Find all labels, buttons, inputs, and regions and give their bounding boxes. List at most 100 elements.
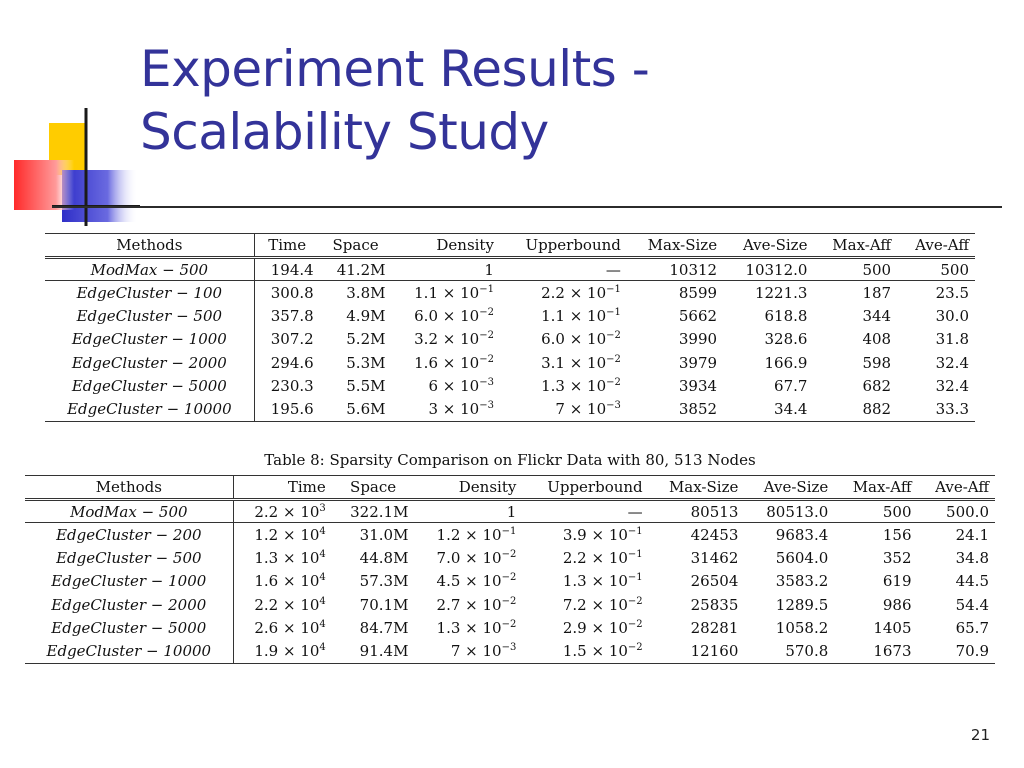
cell-time: 2.2 × 104 — [254, 595, 326, 614]
cell-max-aff: 187 — [862, 283, 892, 302]
table-header-row: Methods Time Space Density Upperbound Ma… — [45, 233, 975, 259]
column-header-density: Density — [391, 233, 500, 259]
cell-density: 6 × 10−3 — [428, 377, 494, 396]
cell-ave-size: 1289.5 — [775, 595, 829, 614]
table-row: EdgeCluster − 5000 2.6 × 104 84.7M 1.3 ×… — [25, 616, 995, 640]
table-row: ModMax − 500 194.4 41.2M 1 — 10312 10312… — [45, 257, 975, 282]
cell-ave-aff: 24.1 — [955, 525, 989, 544]
cell-ave-aff: 70.9 — [917, 639, 995, 664]
cell-max-aff: 500 — [834, 499, 918, 524]
cell-max-aff: 1673 — [834, 639, 918, 664]
column-header-methods: Methods — [25, 475, 234, 501]
cell-ave-size: 328.6 — [764, 330, 808, 349]
scalability-table-1: Methods Time Space Density Upperbound Ma… — [45, 233, 975, 422]
cell-method: EdgeCluster − 10000 — [45, 397, 255, 422]
cell-ave-size: 67.7 — [774, 377, 808, 396]
cell-method: EdgeCluster − 5000 — [45, 374, 255, 398]
column-header-ave-size: Ave-Size — [744, 475, 835, 501]
cell-ave-aff: 32.4 — [935, 353, 969, 372]
cell-space: 91.4M — [331, 639, 415, 664]
cell-ave-aff: 500.0 — [917, 499, 995, 524]
slide-title: Experiment Results - Scalability Study — [140, 38, 1000, 164]
column-header-max-size: Max-Size — [648, 475, 745, 501]
cell-upperbound: 2.9 × 10−2 — [562, 619, 643, 638]
cell-time: 195.6 — [254, 397, 320, 422]
page-number: 21 — [970, 726, 990, 744]
cell-density: 3 × 10−3 — [391, 397, 500, 422]
column-header-time: Time — [254, 233, 320, 259]
cell-max-aff: 1405 — [873, 619, 912, 638]
table-row: EdgeCluster − 2000 2.2 × 104 70.1M 2.7 ×… — [25, 593, 995, 617]
cell-density: 2.7 × 10−2 — [436, 595, 517, 614]
column-header-ave-aff: Ave-Aff — [897, 233, 975, 259]
cell-max-size: 3990 — [678, 330, 718, 349]
cell-ave-size: 9683.4 — [775, 525, 829, 544]
cell-ave-size: 10312.0 — [723, 257, 814, 282]
cell-ave-aff: 34.8 — [955, 548, 989, 567]
column-header-max-aff: Max-Aff — [834, 475, 918, 501]
cell-upperbound: 6.0 × 10−2 — [541, 330, 621, 349]
cell-space: 84.7M — [359, 619, 409, 638]
column-header-max-size: Max-Size — [626, 233, 724, 259]
cell-method: ModMax − 500 — [25, 499, 234, 524]
cell-ave-size: 1221.3 — [754, 283, 808, 302]
cell-ave-size: 3583.2 — [775, 572, 829, 591]
cell-density: 1 — [391, 257, 500, 282]
cell-method: EdgeCluster − 200 — [25, 522, 234, 547]
cell-upperbound: 2.2 × 10−1 — [562, 548, 643, 567]
table-caption: Table 8: Sparsity Comparison on Flickr D… — [264, 451, 756, 469]
cell-time: 357.8 — [270, 306, 314, 325]
table-row: EdgeCluster − 100 300.8 3.8M 1.1 × 10−1 … — [45, 280, 975, 305]
cell-space: 41.2M — [319, 257, 392, 282]
cell-max-aff: 344 — [862, 306, 892, 325]
cell-max-size: 42453 — [690, 525, 739, 544]
table-row: EdgeCluster − 10000 195.6 5.6M 3 × 10−3 … — [45, 397, 975, 422]
cell-method: EdgeCluster − 2000 — [45, 351, 255, 375]
cell-max-size: 10312 — [626, 257, 724, 282]
cell-ave-size: 5604.0 — [775, 548, 829, 567]
cell-max-size: 8599 — [678, 283, 718, 302]
cell-density: 1.3 × 10−2 — [436, 619, 517, 638]
cell-time: 1.2 × 104 — [254, 525, 326, 544]
column-header-time: Time — [233, 475, 332, 501]
cell-density: 1.1 × 10−1 — [414, 283, 494, 302]
cell-space: 57.3M — [359, 572, 409, 591]
cell-ave-aff: 65.7 — [955, 619, 989, 638]
cell-upperbound: — — [499, 257, 627, 282]
cell-method: EdgeCluster − 500 — [25, 546, 234, 570]
cell-ave-aff: 33.3 — [897, 397, 975, 422]
cell-ave-aff: 54.4 — [955, 595, 989, 614]
cell-method: EdgeCluster − 10000 — [25, 639, 234, 664]
table-row: EdgeCluster − 500 357.8 4.9M 6.0 × 10−2 … — [45, 304, 975, 328]
cell-method: EdgeCluster − 100 — [45, 280, 255, 305]
cell-max-size: 80513 — [648, 499, 745, 524]
cell-method: ModMax − 500 — [45, 257, 255, 282]
cell-ave-aff: 500 — [897, 257, 975, 282]
cell-max-aff: 352 — [882, 548, 912, 567]
cell-max-aff: 156 — [882, 525, 912, 544]
cell-method: EdgeCluster − 2000 — [25, 593, 234, 617]
cell-density: 4.5 × 10−2 — [436, 572, 517, 591]
cell-time: 1.3 × 104 — [254, 548, 326, 567]
table-row: EdgeCluster − 1000 307.2 5.2M 3.2 × 10−2… — [45, 327, 975, 352]
cell-time: 194.4 — [254, 257, 320, 282]
deco-red-bar — [14, 160, 74, 210]
table-row: ModMax − 500 2.2 × 103 322.1M 1 — 80513 … — [25, 499, 995, 524]
cell-max-size: 3852 — [626, 397, 724, 422]
cell-ave-aff: 32.4 — [935, 377, 969, 396]
cell-upperbound: 3.9 × 10−1 — [562, 525, 643, 544]
cell-max-aff: 986 — [882, 595, 912, 614]
cell-time: 300.8 — [270, 283, 314, 302]
scalability-table-2: Methods Time Space Density Upperbound Ma… — [25, 475, 995, 664]
cell-max-aff: 619 — [882, 572, 912, 591]
column-header-upperbound: Upperbound — [522, 475, 649, 501]
cell-ave-aff: 30.0 — [935, 306, 969, 325]
cell-upperbound: 1.3 × 10−1 — [562, 572, 643, 591]
slide-title-line-1: Experiment Results - — [140, 40, 650, 98]
cell-max-aff: 408 — [862, 330, 892, 349]
table-row: EdgeCluster − 200 1.2 × 104 31.0M 1.2 × … — [25, 522, 995, 547]
column-header-max-aff: Max-Aff — [813, 233, 898, 259]
cell-method: EdgeCluster − 1000 — [45, 327, 255, 352]
column-header-methods: Methods — [45, 233, 255, 259]
cell-ave-size: 34.4 — [723, 397, 814, 422]
